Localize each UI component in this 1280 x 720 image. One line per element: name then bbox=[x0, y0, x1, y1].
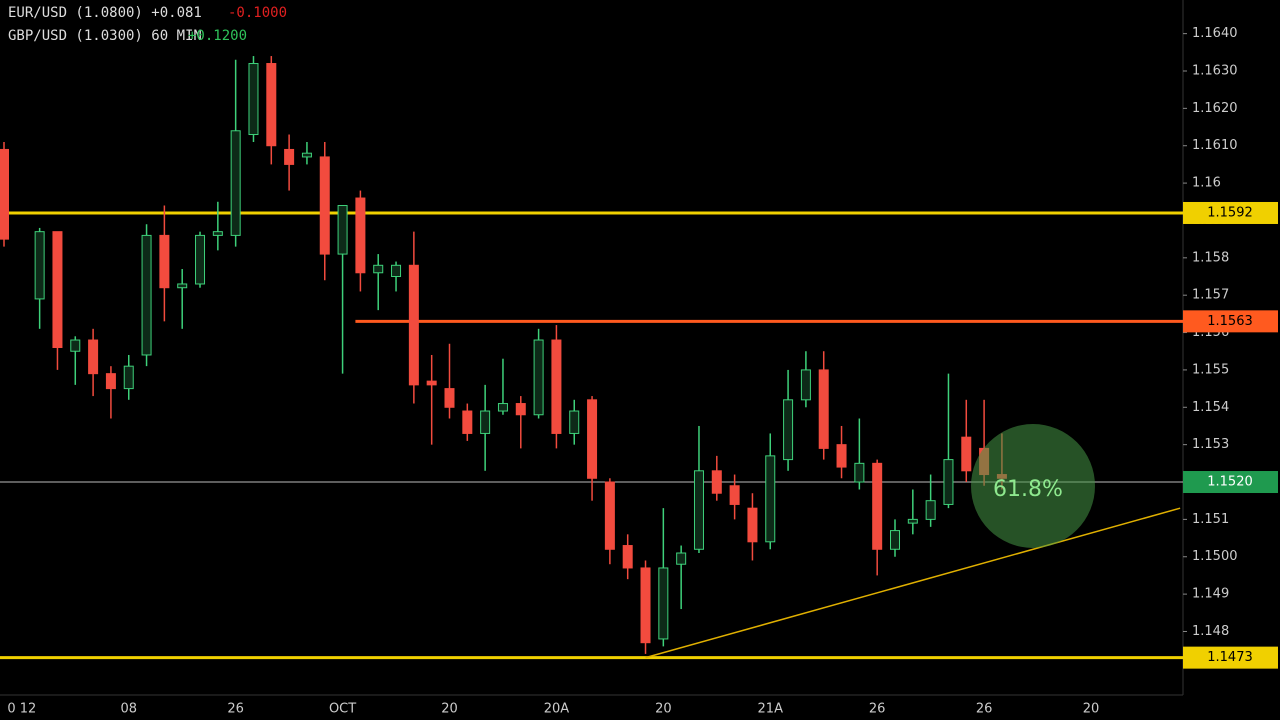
candle-body bbox=[890, 530, 900, 550]
y-tick-label: 1.16 bbox=[1192, 176, 1221, 191]
candle-body bbox=[462, 410, 473, 434]
y-tick-label: 1.153 bbox=[1192, 437, 1229, 452]
x-tick-label: 26 bbox=[976, 702, 993, 717]
y-tick-label: 1.157 bbox=[1192, 288, 1229, 303]
candle-body bbox=[408, 264, 419, 386]
candle-body bbox=[123, 365, 134, 390]
level-label-box bbox=[1183, 310, 1278, 333]
level-label: 1.1520 bbox=[1207, 475, 1253, 490]
candle-body bbox=[872, 462, 883, 550]
candle-body bbox=[676, 552, 687, 565]
subtitle-change: +0.1200 bbox=[188, 28, 247, 44]
candle-body bbox=[783, 399, 794, 461]
title-change: -0.1000 bbox=[228, 5, 287, 21]
candle-body bbox=[854, 462, 865, 483]
chart-title: EUR/USD (1.0800) +0.081 bbox=[8, 5, 202, 21]
candle-body bbox=[747, 507, 758, 543]
candle-body bbox=[355, 197, 366, 274]
candle-body bbox=[0, 148, 9, 240]
candle-body bbox=[480, 410, 491, 434]
candle-body bbox=[284, 148, 295, 165]
candle-body bbox=[212, 231, 223, 236]
candle-body bbox=[373, 264, 384, 274]
candle-body bbox=[836, 444, 847, 468]
candle-body bbox=[141, 234, 152, 356]
y-tick-label: 1.148 bbox=[1192, 624, 1229, 639]
candle-body bbox=[391, 264, 402, 278]
fib-highlight bbox=[971, 424, 1095, 548]
x-tick-label: OCT bbox=[329, 702, 356, 717]
candle-body bbox=[711, 470, 722, 494]
y-tick-label: 1.1640 bbox=[1192, 26, 1238, 41]
candle-body bbox=[301, 152, 312, 158]
y-tick-label: 1.1620 bbox=[1192, 101, 1238, 116]
candle-body bbox=[105, 373, 116, 390]
candle-body bbox=[907, 518, 918, 524]
candle-body bbox=[266, 63, 277, 147]
candle-body bbox=[961, 436, 972, 472]
candle-body bbox=[658, 567, 669, 640]
candle-body bbox=[765, 455, 776, 543]
candle-body bbox=[319, 156, 330, 255]
candle-body bbox=[34, 231, 45, 300]
y-tick-label: 1.1610 bbox=[1192, 138, 1238, 153]
candle-body bbox=[622, 545, 633, 569]
level-label-box bbox=[1183, 646, 1278, 669]
x-tick-label: 20 bbox=[1083, 702, 1100, 717]
candle-body bbox=[159, 234, 170, 289]
plot: 61.8%1.16401.16301.16201.16101.161.1591.… bbox=[0, 26, 1278, 717]
candle-body bbox=[925, 500, 936, 520]
level-label-box bbox=[1183, 201, 1278, 224]
y-tick-label: 1.155 bbox=[1192, 362, 1229, 377]
trend-line bbox=[645, 507, 1181, 659]
candle-body bbox=[533, 339, 544, 416]
candle-body bbox=[729, 485, 740, 505]
candle-body bbox=[943, 459, 954, 505]
level-label: 1.1592 bbox=[1207, 205, 1253, 220]
candle-body bbox=[604, 481, 615, 550]
y-tick-label: 1.1500 bbox=[1192, 549, 1238, 564]
y-tick-label: 1.151 bbox=[1192, 512, 1229, 527]
level-label: 1.1473 bbox=[1207, 650, 1253, 665]
candle-body bbox=[230, 130, 241, 236]
candle-body bbox=[515, 403, 526, 416]
candle-body bbox=[444, 388, 455, 408]
candle-body bbox=[818, 369, 829, 449]
x-tick-label: 26 bbox=[869, 702, 886, 717]
candle-body bbox=[70, 339, 81, 352]
candle-body bbox=[88, 339, 99, 375]
candle-body bbox=[337, 205, 348, 255]
candle-body bbox=[569, 410, 580, 434]
candle-body bbox=[248, 63, 259, 136]
level-label-box bbox=[1183, 471, 1278, 494]
y-tick-label: 1.1630 bbox=[1192, 63, 1238, 78]
candle-body bbox=[426, 380, 437, 386]
level-label: 1.1563 bbox=[1207, 314, 1253, 329]
x-tick-label: 0 12 bbox=[7, 702, 36, 717]
y-tick-label: 1.158 bbox=[1192, 250, 1229, 265]
candle-body bbox=[800, 369, 811, 401]
y-tick-label: 1.149 bbox=[1192, 587, 1229, 602]
x-tick-label: 20A bbox=[544, 702, 570, 717]
y-tick-label: 1.154 bbox=[1192, 400, 1229, 415]
candle-body bbox=[587, 399, 598, 479]
x-tick-label: 26 bbox=[227, 702, 244, 717]
candle-body bbox=[177, 283, 188, 289]
x-tick-label: 20 bbox=[441, 702, 458, 717]
x-tick-label: 20 bbox=[655, 702, 672, 717]
candle-body bbox=[52, 231, 63, 349]
candle-body bbox=[497, 403, 508, 412]
candle-body bbox=[693, 470, 704, 550]
x-tick-label: 08 bbox=[120, 702, 137, 717]
candle-body bbox=[551, 339, 562, 434]
x-tick-label: 21A bbox=[758, 702, 784, 717]
candle-body bbox=[195, 234, 206, 285]
candle-body bbox=[640, 567, 651, 644]
fib-annotation: 61.8% bbox=[993, 477, 1063, 502]
chart-subtitle: GBP/USD (1.0300) 60 MIN bbox=[8, 28, 202, 44]
